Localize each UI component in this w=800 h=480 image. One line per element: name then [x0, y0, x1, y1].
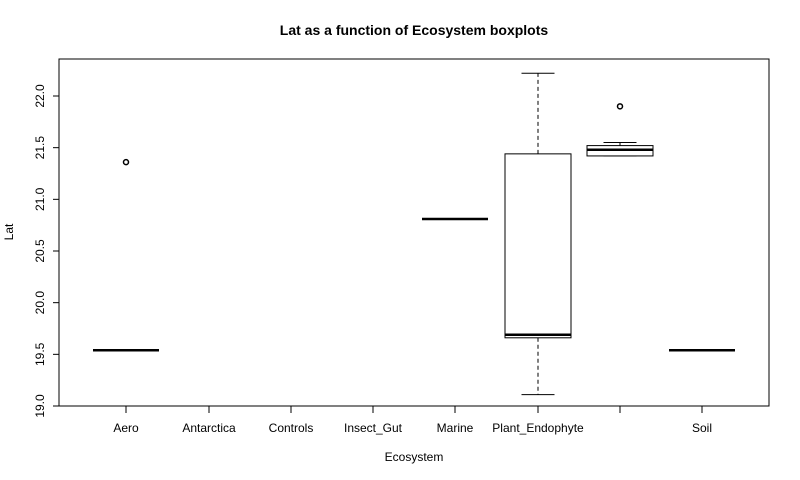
- iqr-box: [504, 153, 572, 339]
- y-tick-label: 22.0: [33, 84, 47, 108]
- box-group: [504, 72, 572, 396]
- y-tick-label: 19.0: [33, 394, 47, 418]
- x-tick-label: Plant_Endophyte: [492, 421, 584, 435]
- box-group: [93, 158, 159, 352]
- y-tick-label: 20.5: [33, 239, 47, 263]
- x-tick-label: Insect_Gut: [344, 421, 403, 435]
- x-tick-label: Antarctica: [182, 421, 236, 435]
- y-axis-label: Lat: [2, 223, 16, 240]
- x-axis: Aero Antarctica Controls Insect_Gut Marine Pl…: [113, 405, 712, 435]
- plot-frame: [58, 58, 770, 407]
- x-tick-label: Marine: [437, 421, 474, 435]
- x-tick-label: Controls: [269, 421, 314, 435]
- y-axis: 19.0 19.5 20.0 20.5 21.0 21.5 22.0: [33, 84, 60, 418]
- box-group: [586, 103, 654, 157]
- boxes-layer: [93, 72, 735, 396]
- y-tick-label: 20.0: [33, 291, 47, 315]
- y-tick-label: 21.5: [33, 136, 47, 160]
- chart-title: Lat as a function of Ecosystem boxplots: [280, 22, 549, 38]
- y-tick-label: 21.0: [33, 187, 47, 211]
- outlier-point: [616, 103, 624, 110]
- outlier-point: [122, 158, 130, 166]
- y-tick-label: 19.5: [33, 342, 47, 366]
- x-tick-label: Soil: [692, 421, 712, 435]
- x-tick-label: Aero: [113, 421, 139, 435]
- x-axis-label: Ecosystem: [385, 450, 444, 464]
